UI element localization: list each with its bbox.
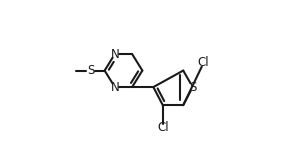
- Text: Cl: Cl: [198, 56, 210, 69]
- Text: Cl: Cl: [157, 121, 168, 134]
- Text: S: S: [87, 64, 94, 77]
- Text: N: N: [111, 48, 119, 60]
- Text: S: S: [189, 81, 196, 94]
- Text: N: N: [111, 81, 119, 94]
